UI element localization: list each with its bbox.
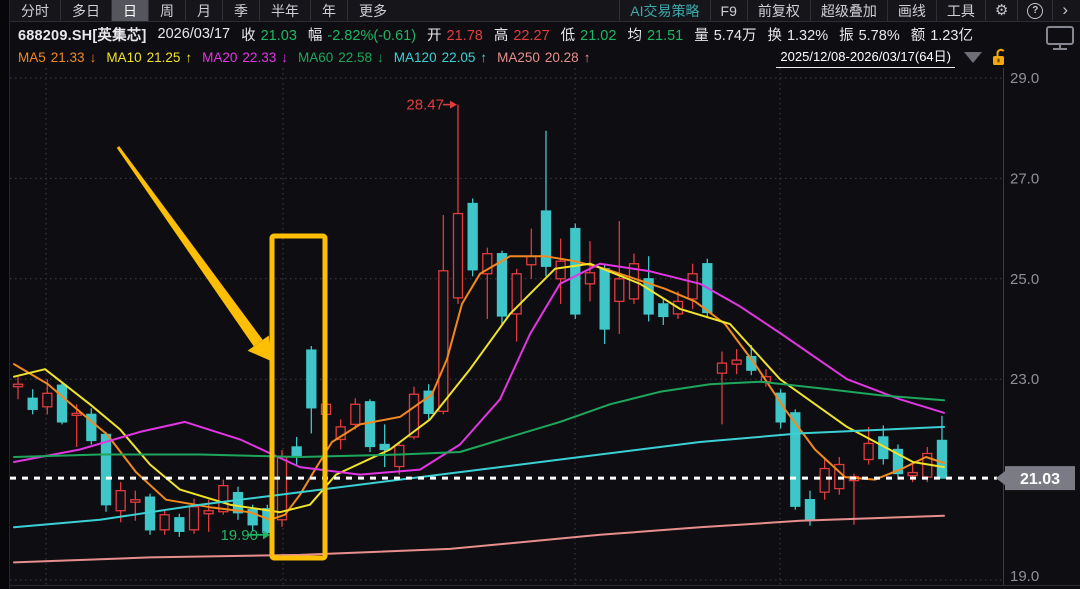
arrow-up-icon: ↑ [185, 49, 193, 65]
symbol-label[interactable]: 688209.SH[英集芯] [18, 27, 147, 44]
arrow-up-icon: ↑ [583, 49, 591, 65]
draw-line-button[interactable]: 画线 [886, 0, 936, 21]
expand-button[interactable]: › [1052, 0, 1080, 21]
dropdown-triangle-icon[interactable] [964, 51, 982, 63]
monitor-icon[interactable] [1045, 25, 1075, 51]
tab-more[interactable]: 更多 [359, 2, 387, 19]
low-field: 低 21.02 [560, 27, 617, 44]
arrow-down-icon: ↓ [89, 49, 97, 65]
amount-field: 额 1.23亿 [910, 27, 973, 44]
tab-multiday[interactable]: 多日 [61, 0, 112, 21]
tab-yearly[interactable]: 年 [311, 0, 348, 21]
ma250-indicator[interactable]: MA250 20.28 ↑ [497, 49, 591, 65]
arrow-up-icon: ↑ [480, 49, 488, 65]
help-icon: ? [1027, 2, 1044, 19]
chevron-right-icon: › [1062, 0, 1068, 19]
open-field: 开 21.78 [427, 27, 483, 44]
forward-adjust-button[interactable]: 前复权 [746, 0, 810, 21]
svg-text:27.0: 27.0 [1010, 170, 1039, 187]
super-overlay-button[interactable]: 超级叠加 [809, 0, 887, 21]
ma60-indicator[interactable]: MA60 22.58 ↓ [297, 49, 384, 65]
tab-monthly[interactable]: 月 [186, 0, 223, 21]
svg-text:23.0: 23.0 [1010, 371, 1039, 388]
tools-button[interactable]: 工具 [935, 0, 985, 21]
tab-minute[interactable]: 分时 [10, 0, 61, 21]
tab-weekly[interactable]: 周 [149, 0, 186, 21]
avg-field: 均 21.51 [627, 27, 684, 44]
svg-text:21.03: 21.03 [1020, 471, 1060, 488]
amplitude-field: 振 5.78% [839, 27, 900, 44]
ai-strategy-button[interactable]: AI交易策略 [619, 0, 709, 21]
tab-quarterly[interactable]: 季 [223, 0, 260, 21]
date-label: 2026/03/17 [157, 26, 231, 42]
unlock-icon[interactable] [991, 48, 1008, 66]
help-button[interactable]: ? [1017, 0, 1052, 21]
high-field: 高 22.27 [493, 27, 550, 44]
tab-daily[interactable]: 日 [112, 0, 149, 21]
date-range-label[interactable]: 2025/12/08-2026/03/17(64日) [776, 46, 955, 68]
f9-button[interactable]: F9 [709, 0, 747, 21]
date-range-group: 2025/12/08-2026/03/17(64日) [776, 46, 1080, 68]
tabbar-right-group: AI交易策略 F9 前复权 超级叠加 画线 工具 ⚙ ? › [619, 0, 1080, 21]
ma10-indicator[interactable]: MA10 21.25 ↑ [106, 49, 193, 65]
arrow-down-icon: ↓ [377, 49, 384, 65]
svg-text:19.0: 19.0 [1010, 568, 1039, 585]
svg-text:29.0: 29.0 [1010, 70, 1039, 87]
svg-text:25.0: 25.0 [1010, 271, 1039, 288]
svg-text:28.47: 28.47 [406, 97, 444, 114]
svg-text:19.90: 19.90 [220, 527, 258, 544]
change-field: 幅 -2.82%(-0.61) [307, 27, 417, 44]
turnover-field: 换 1.32% [767, 27, 829, 44]
gear-icon: ⚙ [994, 2, 1009, 19]
ma20-indicator[interactable]: MA20 22.33 ↓ [202, 49, 288, 65]
arrow-down-icon: ↓ [281, 49, 288, 65]
left-gutter [0, 0, 10, 589]
period-tabbar: 分时 多日 日 周 月 季 半年 年 更多 AI交易策略 F9 前复权 超级叠加… [10, 0, 1080, 22]
close-field: 收 21.03 [241, 27, 297, 44]
settings-button[interactable]: ⚙ [984, 0, 1017, 21]
ma-indicator-bar: MA5 21.33 ↓ MA10 21.25 ↑ MA20 22.33 ↓ MA60 22.5… [18, 46, 1080, 68]
ma5-indicator[interactable]: MA5 21.33 ↓ [18, 49, 97, 65]
volume-field: 量 5.74万 [694, 27, 757, 44]
ma120-indicator[interactable]: MA120 22.05 ↑ [393, 49, 488, 65]
quote-info-bar: 688209.SH[英集芯] 2026/03/17 收 21.03 幅 -2.82%… [18, 22, 1080, 46]
tab-halfyear[interactable]: 半年 [260, 0, 311, 21]
